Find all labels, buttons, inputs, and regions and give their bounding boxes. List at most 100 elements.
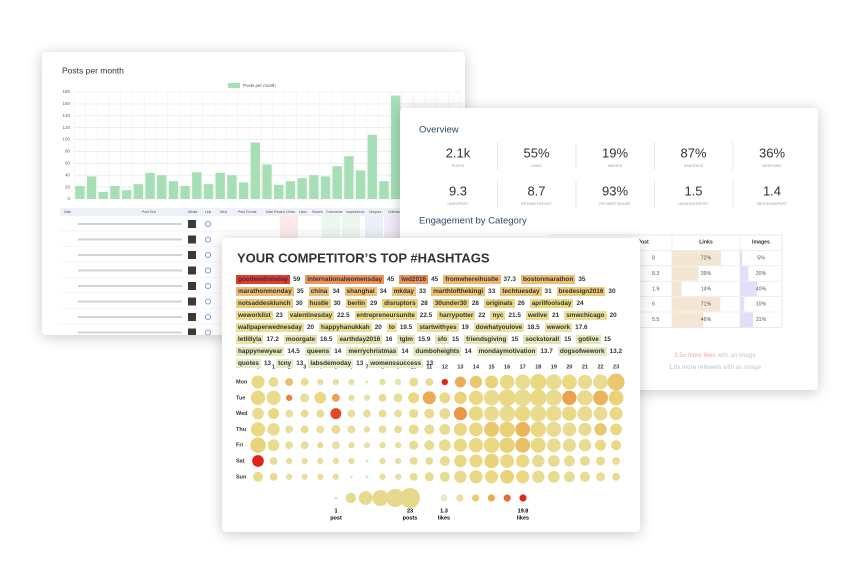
bubble: [454, 470, 467, 484]
bubble: [285, 457, 293, 465]
row-text: [78, 331, 182, 334]
tag: queens 14: [304, 347, 342, 356]
tag-name: wework: [544, 323, 573, 332]
bubble: [532, 470, 545, 484]
tag-name: 30under30: [432, 299, 469, 308]
bubble: [301, 457, 308, 465]
links-label: 72%: [701, 255, 712, 261]
tag-value: 18.5: [527, 324, 540, 331]
tag-name: fromwhereihustle: [443, 275, 501, 284]
bubble: [563, 455, 575, 467]
tag: china 34: [308, 287, 340, 296]
stat-value: 87%: [680, 145, 706, 160]
thumbnail: [188, 266, 196, 275]
retweets-value: 8: [652, 255, 655, 261]
tag-name: quotes: [236, 359, 261, 368]
bubble: [316, 425, 325, 434]
bar: [98, 191, 108, 199]
bubble: [593, 390, 609, 406]
bubble: [425, 457, 434, 465]
hour-label: 18: [535, 364, 541, 370]
color-legend-bubble: [440, 494, 448, 502]
bubble: [532, 454, 545, 468]
tag-name: wallpaperwednesday: [236, 323, 304, 332]
tag-name: merrychristmas: [346, 347, 399, 356]
bubble: [579, 471, 590, 482]
links-label: 71%: [701, 302, 712, 308]
bar: [75, 185, 85, 199]
tag-value: 14: [334, 348, 342, 355]
thumbnail: [188, 328, 196, 335]
bubble: [379, 378, 386, 386]
tag-name: nyc: [490, 311, 506, 320]
bubble: [608, 390, 624, 406]
links-label: 14%: [701, 286, 712, 292]
stat-label: MENTIONS: [763, 164, 783, 168]
bubble: [499, 405, 516, 422]
bubble: [546, 374, 562, 390]
links-label: 46%: [701, 317, 712, 323]
bubble: [285, 441, 294, 450]
bubble: [530, 389, 547, 407]
bubble: [516, 470, 530, 484]
y-tick-label: 20: [65, 184, 71, 189]
hashtags-card: YOUR COMPETITOR’S TOP #HASHTAGS 01234567…: [222, 238, 640, 532]
tag: fromwhereihustle 37.3: [443, 275, 516, 284]
tag: 30under30 28: [432, 299, 479, 308]
bubble: [484, 406, 500, 422]
tag: sfo 15: [435, 335, 459, 344]
bubble: [408, 424, 419, 435]
bubble: [515, 421, 531, 437]
bubble: [609, 407, 623, 421]
bubble: [516, 454, 530, 468]
bar: [332, 166, 342, 199]
size-legend-bubble: [399, 487, 421, 509]
tag-name: notsaddesklunch: [236, 299, 293, 308]
bubble: [607, 373, 625, 391]
tag-name: dowhatyoulove: [473, 323, 525, 332]
bubble: [424, 408, 435, 419]
note-highlight: 1.8x more retweets: [669, 364, 722, 371]
stat-label: HASHTAGS/POST: [678, 202, 709, 206]
images-label: 5%: [757, 255, 765, 261]
tag-name: valentinesday: [287, 311, 335, 320]
bubble: [547, 470, 560, 483]
bubble: [546, 438, 561, 453]
row-text: [78, 300, 182, 303]
tag-value: 26: [517, 300, 525, 307]
bubble: [269, 472, 278, 481]
tag-name: earthday2016: [337, 335, 383, 344]
stat-value: 2.1k: [446, 145, 471, 160]
bubble: [612, 472, 621, 481]
bubble: [469, 454, 483, 468]
images-label: 40%: [756, 286, 767, 292]
bar: [86, 176, 97, 199]
bubble: [267, 423, 280, 436]
row-text: [78, 254, 182, 256]
bubble: [330, 408, 342, 420]
tag-name: china: [308, 287, 330, 296]
bar: [238, 182, 249, 199]
link-icon: [204, 282, 211, 289]
images-bar: [740, 266, 749, 281]
bar: [192, 172, 202, 199]
row-text: [78, 238, 182, 241]
bubble: [301, 473, 308, 480]
tag: marathonmonday 35: [236, 287, 304, 296]
bubble: [268, 376, 279, 388]
bubble: [378, 409, 387, 418]
bubble: [514, 389, 532, 407]
bubble: [317, 457, 324, 465]
thumbnail: [188, 297, 196, 306]
heatmap: YOUR COMPETITOR’S TOP #HASHTAGS 01234567…: [236, 250, 625, 521]
day-label: Mon: [236, 379, 248, 385]
tag-name: happyhanukkah: [319, 323, 372, 332]
tag-name: aprilfoolsday: [529, 299, 574, 308]
bubble: [612, 457, 621, 465]
link-icon: [204, 298, 211, 305]
bubble: [332, 378, 340, 386]
tag-name: tcny: [276, 359, 294, 368]
table-header: Links: [699, 239, 713, 245]
bubble: [379, 442, 386, 449]
note-highlight: 2.5x more likes: [674, 352, 716, 359]
